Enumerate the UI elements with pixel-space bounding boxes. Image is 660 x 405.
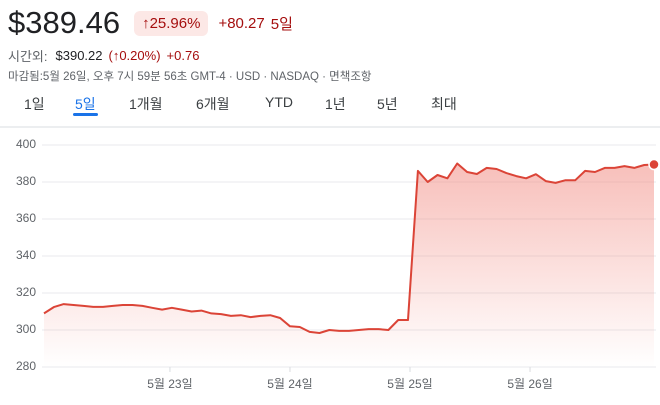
after-hours-label: 시간외: — [8, 49, 48, 64]
y-tick-label: 300 — [16, 322, 36, 336]
price: $389.46 — [8, 5, 121, 40]
after-hours-price: $390.22 — [55, 48, 103, 63]
tab[interactable]: 6개월 — [196, 96, 230, 112]
y-tick-label: 400 — [16, 137, 36, 151]
tab[interactable]: 1년 — [325, 96, 346, 112]
area — [44, 163, 654, 367]
after-hours-change: +0.76 — [166, 48, 200, 63]
tab[interactable]: 1일 — [24, 96, 45, 112]
tab[interactable]: 5년 — [377, 96, 398, 112]
status-row: 마감됨:5월 26일, 오후 7시 59분 56초 GMT-4 · USD · … — [8, 68, 372, 84]
status: 마감됨:5월 26일, 오후 7시 59분 56초 GMT-4 · USD · … — [8, 71, 372, 83]
tab[interactable]: 1개월 — [129, 96, 163, 112]
tab-underline — [73, 113, 98, 116]
x-tick-label: 5월 25일 — [387, 377, 432, 391]
y-tick-label: 380 — [16, 174, 36, 188]
period: 5일 — [270, 15, 293, 33]
x-tick-label: 5월 24일 — [267, 377, 312, 391]
y-tick-label: 320 — [16, 285, 36, 299]
tab[interactable]: 최대 — [431, 96, 457, 112]
x-tick-label: 5월 26일 — [507, 377, 552, 391]
after-hours: 시간외: $390.22 (↑0.20%) +0.76 — [8, 46, 199, 65]
quote-header: $389.46 ↑25.96% +80.27 5일 — [8, 4, 293, 42]
price-line — [43, 162, 655, 334]
y-tick-label: 360 — [16, 211, 36, 225]
y-tick-label: 280 — [16, 359, 36, 373]
tab[interactable]: YTD — [265, 94, 293, 110]
y-tick-label: 340 — [16, 248, 36, 262]
last-point — [648, 158, 660, 171]
after-hours-pct: (↑0.20%) — [108, 48, 161, 63]
change-badge: ↑25.96% — [134, 10, 209, 36]
x-tick-label: 5월 23일 — [147, 377, 192, 391]
tab[interactable]: 5일 — [75, 96, 96, 112]
change-abs: +80.27 — [218, 14, 265, 32]
